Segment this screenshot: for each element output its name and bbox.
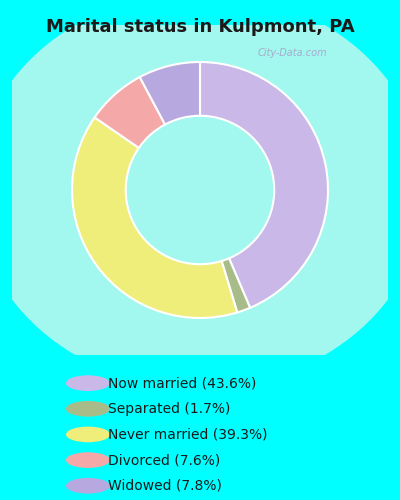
Wedge shape: [72, 118, 237, 318]
Text: Widowed (7.8%): Widowed (7.8%): [108, 479, 222, 493]
Text: Marital status in Kulpmont, PA: Marital status in Kulpmont, PA: [46, 18, 354, 36]
Ellipse shape: [0, 0, 400, 388]
Wedge shape: [222, 258, 250, 312]
Circle shape: [66, 478, 110, 494]
Text: Divorced (7.6%): Divorced (7.6%): [108, 453, 220, 467]
Circle shape: [66, 376, 110, 391]
Wedge shape: [94, 77, 165, 148]
Text: City-Data.com: City-Data.com: [257, 48, 327, 58]
Text: Separated (1.7%): Separated (1.7%): [108, 402, 230, 416]
Text: Now married (43.6%): Now married (43.6%): [108, 376, 256, 390]
Wedge shape: [140, 62, 200, 124]
Circle shape: [66, 401, 110, 416]
Circle shape: [66, 452, 110, 468]
Wedge shape: [200, 62, 328, 308]
Circle shape: [66, 426, 110, 442]
Text: Never married (39.3%): Never married (39.3%): [108, 428, 268, 442]
